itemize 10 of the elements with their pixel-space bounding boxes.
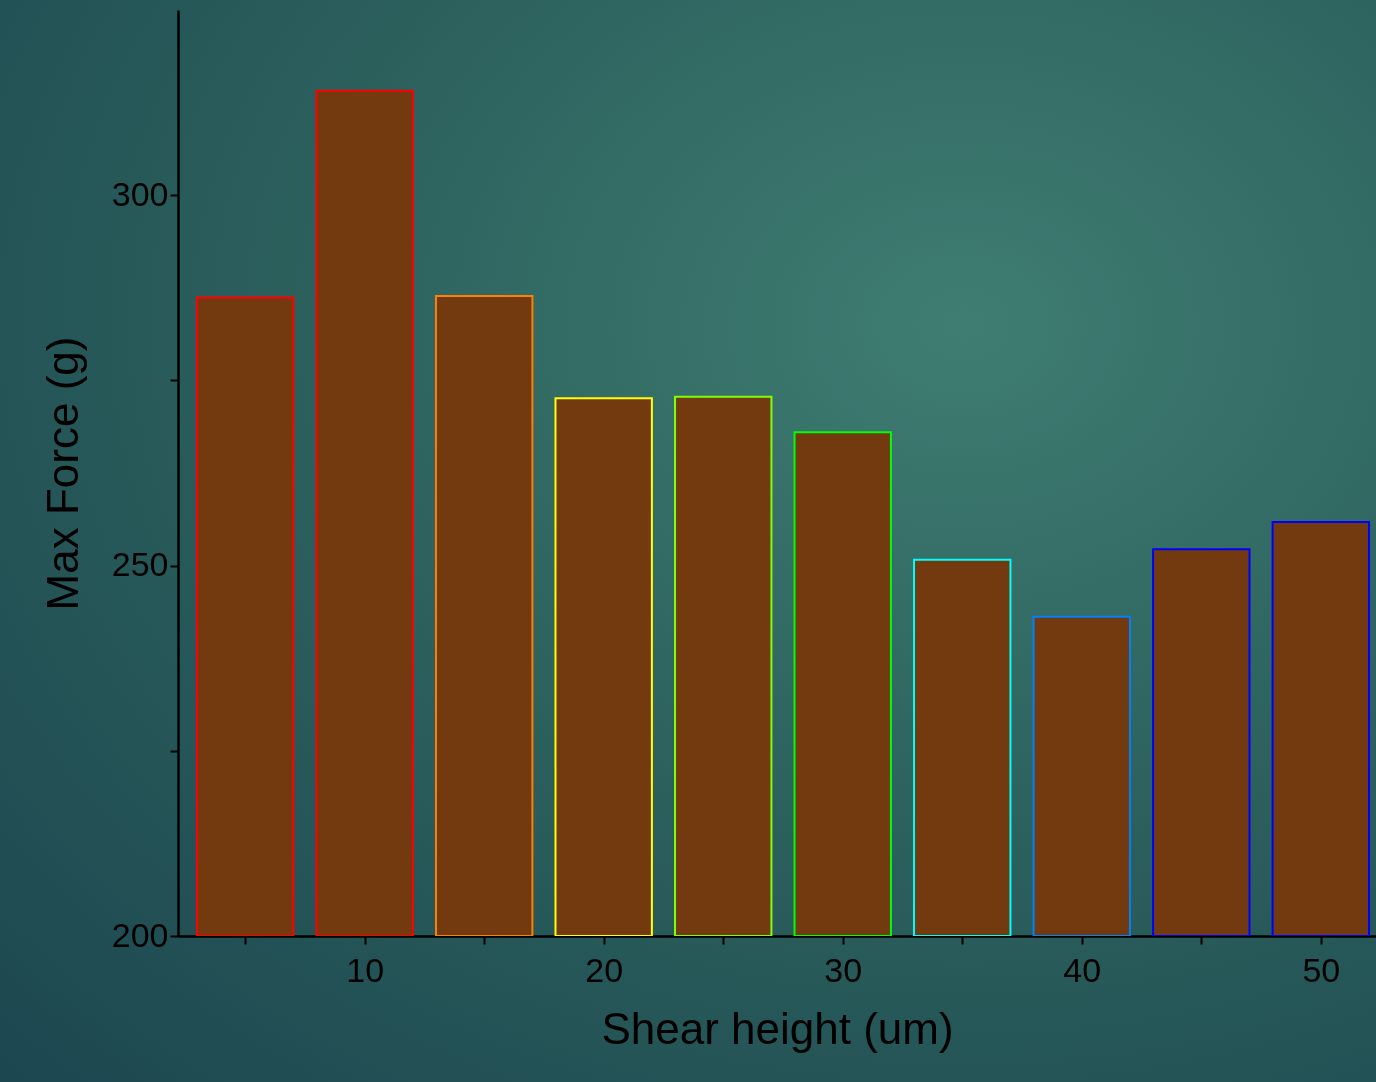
x-tick-label: 30 (824, 950, 863, 989)
x-tick-label: 20 (585, 950, 624, 989)
y-tick-label: 250 (111, 545, 169, 584)
y-tick-label: 200 (111, 915, 169, 954)
y-tick-label: 300 (111, 174, 169, 213)
x-tick-label: 10 (346, 950, 385, 989)
x-axis-title: Shear height (um) (601, 1003, 954, 1053)
x-tick-label: 40 (1063, 950, 1102, 989)
x-tick-label: 50 (1302, 950, 1341, 989)
y-axis-title: Max Force (g) (37, 336, 87, 611)
